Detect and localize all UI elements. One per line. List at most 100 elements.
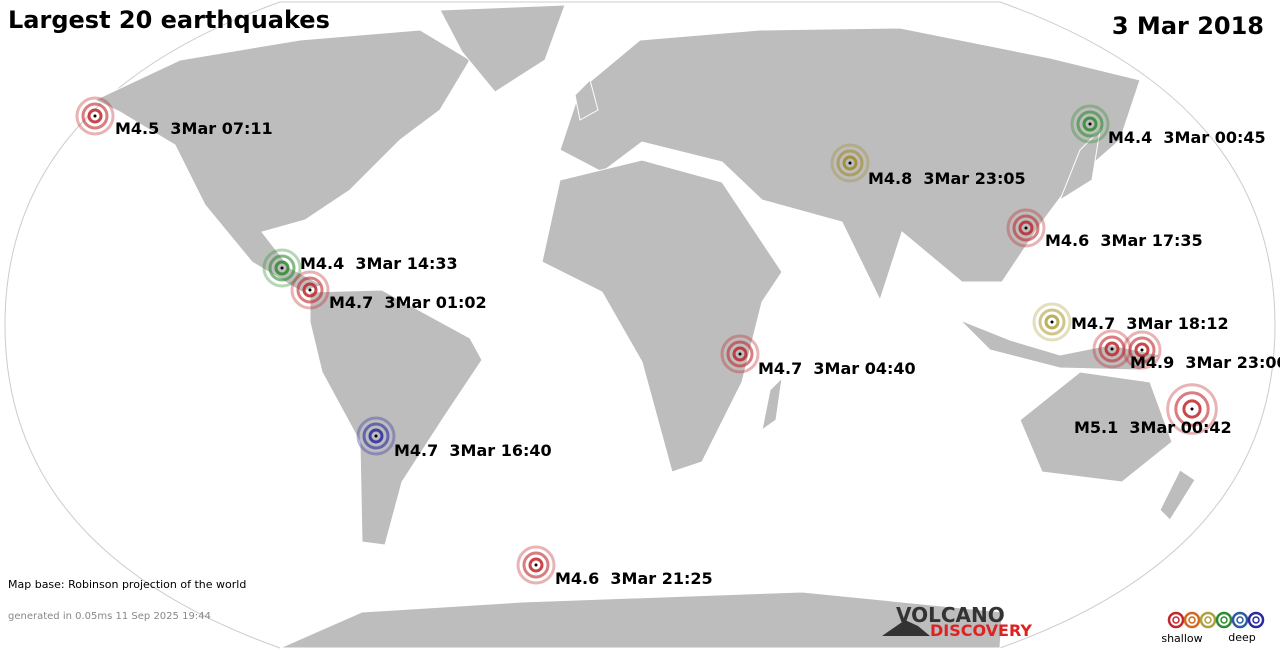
quake-ring bbox=[1070, 104, 1110, 144]
quake-center bbox=[1050, 320, 1054, 324]
quake-ring bbox=[1134, 342, 1150, 358]
legend: shallow deep bbox=[1161, 611, 1265, 645]
indonesia bbox=[959, 319, 1162, 371]
quake-label: M4.5 3Mar 07:11 bbox=[115, 119, 273, 138]
quake-ring bbox=[75, 96, 115, 136]
south-america bbox=[309, 289, 483, 546]
quake-ring bbox=[1044, 314, 1060, 330]
quake: M4.4 3Mar 14:33 bbox=[262, 248, 458, 288]
quake-ring bbox=[1006, 208, 1046, 248]
quake-ring bbox=[732, 346, 748, 362]
quake: M4.9 3Mar 23:00 bbox=[1122, 330, 1280, 372]
quake: M4.7 3Mar 04:40 bbox=[720, 334, 916, 378]
legend-swatch bbox=[1215, 611, 1233, 629]
quake-label: M4.4 3Mar 00:45 bbox=[1108, 128, 1266, 147]
quake-label: M4.7 3Mar 01:02 bbox=[329, 293, 487, 312]
quake-center bbox=[374, 434, 378, 438]
north-america bbox=[93, 29, 471, 293]
quake-ring bbox=[262, 248, 302, 288]
legend-swatch-inner bbox=[1236, 616, 1244, 624]
quake-center bbox=[280, 266, 284, 270]
logo: VOLCANO DISCOVERY bbox=[882, 603, 1032, 640]
quake-center bbox=[848, 161, 852, 165]
quake-ring bbox=[356, 416, 396, 456]
quake-ring bbox=[528, 557, 544, 573]
legend-deep: deep bbox=[1228, 631, 1256, 644]
legend-swatch-inner bbox=[1188, 616, 1196, 624]
quake-label: M4.6 3Mar 17:35 bbox=[1045, 231, 1203, 250]
quake-ring bbox=[1018, 220, 1034, 236]
quake-label: M4.8 3Mar 23:05 bbox=[868, 169, 1026, 188]
legend-swatch bbox=[1231, 611, 1249, 629]
australia bbox=[1019, 371, 1173, 483]
quake-ring bbox=[368, 428, 384, 444]
quake-ring bbox=[1076, 110, 1104, 138]
quake: M5.1 3Mar 00:42 bbox=[1074, 383, 1232, 437]
basemap bbox=[4, 1, 1276, 649]
quake-label: M4.7 3Mar 18:12 bbox=[1071, 314, 1229, 333]
quake-label: M4.7 3Mar 04:40 bbox=[758, 359, 916, 378]
quake-ring bbox=[274, 260, 290, 276]
quake-label: M4.4 3Mar 14:33 bbox=[300, 254, 458, 273]
legend-swatch bbox=[1167, 611, 1185, 629]
quake: M4.6 3Mar 17:35 bbox=[1006, 208, 1203, 250]
quake-ring bbox=[836, 149, 864, 177]
quake-ring bbox=[830, 143, 870, 183]
legend-swatch bbox=[1183, 611, 1201, 629]
quake-label: M4.7 3Mar 16:40 bbox=[394, 441, 552, 460]
greenland bbox=[439, 4, 566, 93]
africa bbox=[541, 159, 783, 473]
quake-center bbox=[1140, 348, 1144, 352]
quake-center bbox=[93, 114, 97, 118]
quake-center bbox=[1024, 226, 1028, 230]
new-zealand bbox=[1159, 469, 1196, 521]
logo-line2: DISCOVERY bbox=[930, 621, 1032, 640]
quake-label: M5.1 3Mar 00:42 bbox=[1074, 418, 1232, 437]
quake-ring bbox=[362, 422, 390, 450]
quake-ring bbox=[290, 270, 330, 310]
legend-swatch bbox=[1247, 611, 1265, 629]
quake-ring bbox=[1166, 383, 1218, 435]
legend-swatch-inner bbox=[1252, 616, 1260, 624]
quake: M4.8 3Mar 23:05 bbox=[830, 143, 1026, 188]
quake: M4.7 3Mar 01:02 bbox=[290, 270, 487, 312]
quake-ring bbox=[1122, 330, 1162, 370]
quake-ring bbox=[1182, 399, 1202, 419]
legend-swatch-inner bbox=[1172, 616, 1180, 624]
logo-icon bbox=[882, 620, 930, 636]
quake: M4.7 3Mar 16:40 bbox=[356, 416, 552, 460]
quake-center bbox=[534, 563, 538, 567]
legend-swatch bbox=[1199, 611, 1217, 629]
quake-ring bbox=[1032, 302, 1072, 342]
quake-ring bbox=[726, 340, 754, 368]
quake-center bbox=[1088, 122, 1092, 126]
quake: M4.6 3Mar 21:25 bbox=[516, 545, 713, 588]
uk bbox=[574, 79, 599, 121]
quake-ring bbox=[720, 334, 760, 374]
quake-ring bbox=[1082, 116, 1098, 132]
antarctica bbox=[279, 591, 1003, 649]
quake: M4.5 3Mar 07:11 bbox=[75, 96, 273, 138]
quake-ring bbox=[516, 545, 556, 585]
quake: M4.4 3Mar 00:45 bbox=[1070, 104, 1266, 147]
quake-ring bbox=[296, 276, 324, 304]
quake-center bbox=[738, 352, 742, 356]
quake-ring bbox=[81, 102, 109, 130]
date: 3 Mar 2018 bbox=[1112, 12, 1264, 40]
madagascar bbox=[761, 376, 783, 432]
generated-note: generated in 0.05ms 11 Sep 2025 19:44 bbox=[8, 611, 211, 622]
legend-swatch-inner bbox=[1204, 616, 1212, 624]
quake-center bbox=[1190, 407, 1194, 411]
quake-ring bbox=[842, 155, 858, 171]
map-base-note: Map base: Robinson projection of the wor… bbox=[8, 578, 246, 591]
quake-ring bbox=[1174, 391, 1210, 427]
quake-ring bbox=[522, 551, 550, 579]
quake-center bbox=[308, 288, 312, 292]
logo-line1: VOLCANO bbox=[896, 603, 1005, 627]
quake-ring bbox=[87, 108, 103, 124]
quake-ring bbox=[302, 282, 318, 298]
quake-ring bbox=[268, 254, 296, 282]
quake-ring bbox=[1128, 336, 1156, 364]
legend-shallow: shallow bbox=[1161, 632, 1202, 645]
